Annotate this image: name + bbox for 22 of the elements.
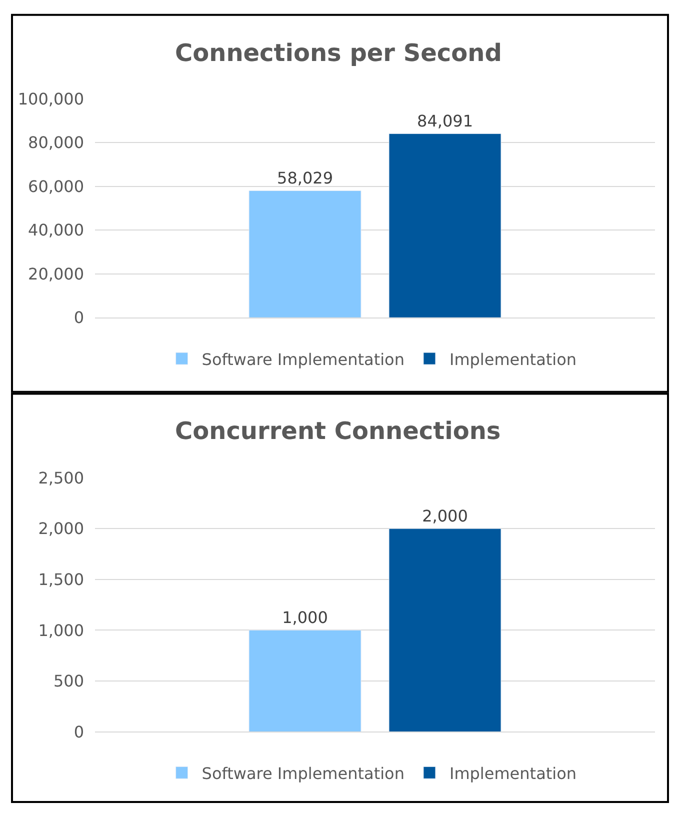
y-tick-label: 0 [74, 722, 84, 742]
chart-title: Concurrent Connections [175, 417, 501, 445]
y-tick-label: 0 [74, 308, 84, 328]
y-tick-label: 2,500 [38, 468, 84, 488]
data-label: 58,029 [277, 168, 333, 188]
data-label: 2,000 [422, 506, 468, 526]
y-tick-label: 20,000 [28, 264, 84, 284]
data-label: 84,091 [417, 112, 473, 131]
y-tick-label: 80,000 [28, 133, 84, 152]
legend-label: Implementation [449, 350, 577, 369]
y-tick-label: 40,000 [28, 220, 84, 240]
y-tick-label: 100,000 [18, 89, 84, 108]
y-tick-label: 60,000 [28, 176, 84, 196]
y-tick-label: 500 [53, 672, 84, 691]
y-tick-label: 1,000 [38, 620, 84, 640]
y-tick-label: 1,500 [38, 570, 84, 589]
data-label: 1,000 [282, 608, 328, 628]
chart-title: Connections per Second [175, 39, 502, 67]
legend-label: Software Implementation [202, 764, 404, 783]
legend-label: Software Implementation [202, 350, 404, 369]
legend-label: Implementation [449, 764, 577, 783]
y-tick-label: 2,000 [38, 519, 84, 538]
